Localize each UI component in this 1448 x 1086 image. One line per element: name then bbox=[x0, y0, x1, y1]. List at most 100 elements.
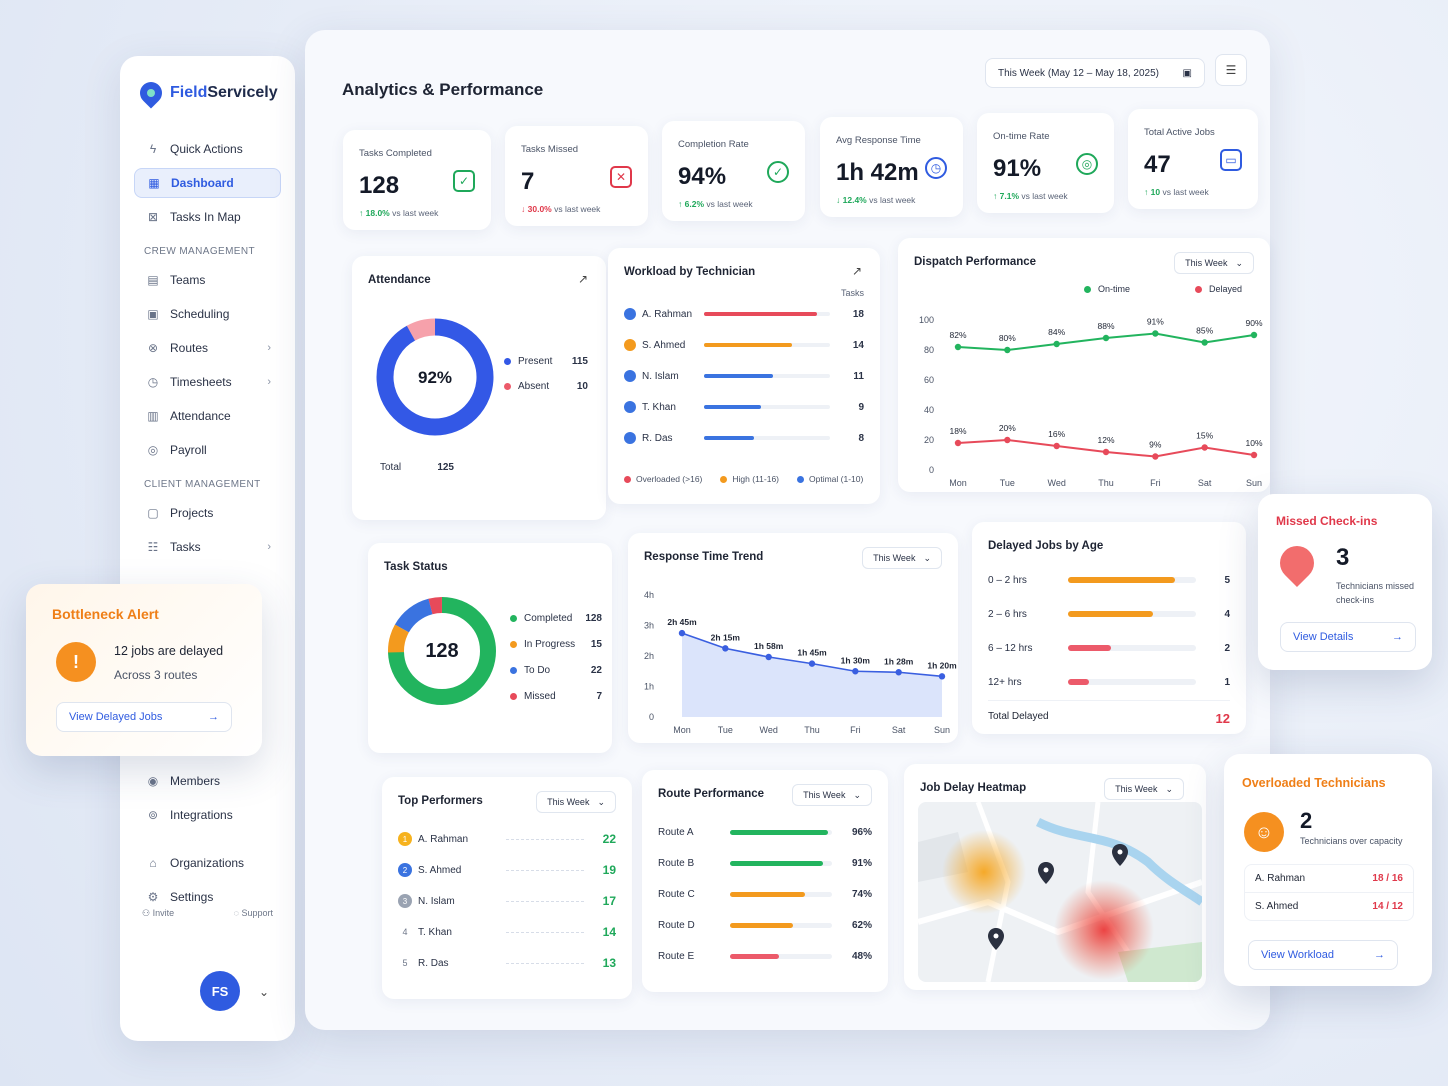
workload-row[interactable]: S. Ahmed 14 bbox=[624, 335, 864, 355]
route-bar bbox=[730, 953, 779, 959]
nav-tasks[interactable]: ☷ Tasks › bbox=[147, 540, 271, 554]
nav-routes[interactable]: ⊗ Routes › bbox=[147, 341, 271, 355]
calendar-icon: ▣ bbox=[147, 307, 159, 321]
data-label: 2h 45m bbox=[667, 617, 697, 627]
invite-link[interactable]: ⚇ Invite bbox=[142, 908, 175, 918]
view-details-button[interactable]: View Details → bbox=[1280, 622, 1416, 652]
route-row[interactable]: Route B 91% bbox=[658, 857, 872, 869]
data-point bbox=[1152, 453, 1159, 460]
y-tick-label: 2h bbox=[644, 651, 654, 661]
clock-icon: ◷ bbox=[147, 375, 159, 389]
routes-filter-dropdown[interactable]: This Week ⌄ bbox=[792, 784, 872, 806]
overloaded-row[interactable]: A. Rahman 18 / 16 bbox=[1245, 865, 1413, 893]
delayed-row[interactable]: 2 – 6 hrs 4 bbox=[988, 608, 1230, 620]
workload-value: 18 bbox=[852, 308, 864, 320]
filter-button[interactable]: ☰ bbox=[1215, 54, 1247, 86]
delayed-row[interactable]: 0 – 2 hrs 5 bbox=[988, 574, 1230, 586]
data-label: 1h 58m bbox=[754, 641, 784, 651]
delayed-value: 2 bbox=[1224, 642, 1230, 654]
kpi-tasks-completed[interactable]: Tasks Completed 128 ✓ ↑ 18.0% vs last we… bbox=[343, 130, 491, 230]
data-label: 88% bbox=[1097, 321, 1114, 331]
view-delayed-jobs-button[interactable]: View Delayed Jobs → bbox=[56, 702, 232, 732]
workload-row[interactable]: N. Islam 11 bbox=[624, 366, 864, 386]
x-tick-label: Sat bbox=[1198, 478, 1212, 488]
y-tick-label: 0 bbox=[929, 465, 934, 475]
target-icon: ◎ bbox=[1076, 153, 1098, 175]
nav-members[interactable]: ◉ Members bbox=[147, 774, 221, 788]
performer-row[interactable]: 5 R. Das 13 bbox=[398, 953, 616, 973]
data-point bbox=[808, 660, 816, 667]
kpi-total-active-jobs[interactable]: Total Active Jobs 47 ▭ ↑ 10 vs last week bbox=[1128, 109, 1258, 209]
nav-tasks-in-map[interactable]: ⊠ Tasks In Map bbox=[147, 210, 241, 224]
data-point bbox=[1004, 436, 1011, 444]
attendance-donut: 92% bbox=[376, 318, 494, 436]
workload-row[interactable]: T. Khan 9 bbox=[624, 397, 864, 417]
expand-icon[interactable]: ↗ bbox=[577, 272, 588, 286]
heatmap-map[interactable] bbox=[918, 802, 1202, 982]
kpi-on-time-rate[interactable]: On-time Rate 91% ◎ ↑ 7.1% vs last week bbox=[977, 113, 1114, 213]
date-range-picker[interactable]: This Week (May 12 – May 18, 2025) ▣ bbox=[985, 58, 1205, 88]
performers-filter-dropdown[interactable]: This Week ⌄ bbox=[536, 791, 616, 813]
delayed-bar bbox=[1068, 645, 1111, 651]
nav-timesheets[interactable]: ◷ Timesheets › bbox=[147, 375, 271, 389]
response-area bbox=[682, 633, 942, 717]
kpi-tasks-missed[interactable]: Tasks Missed 7 ✕ ↓ 30.0% vs last week bbox=[505, 126, 648, 226]
logo-pin-icon bbox=[135, 77, 167, 109]
kpi-completion-rate[interactable]: Completion Rate 94% ✓ ↑ 6.2% vs last wee… bbox=[662, 121, 805, 221]
route-row[interactable]: Route C 74% bbox=[658, 888, 872, 900]
task-status-legend-item: Missed 7 bbox=[510, 691, 602, 702]
badge-icon bbox=[624, 308, 636, 320]
data-label: 82% bbox=[949, 330, 966, 340]
task-status-donut: 128 bbox=[388, 597, 496, 705]
nav-scheduling[interactable]: ▣ Scheduling bbox=[147, 307, 230, 321]
map-icon: ⊠ bbox=[147, 210, 159, 224]
performer-row[interactable]: 1 A. Rahman 22 bbox=[398, 829, 616, 849]
sliders-icon: ☰ bbox=[1225, 63, 1237, 77]
dispatch-filter-dropdown[interactable]: This Week ⌄ bbox=[1174, 252, 1254, 274]
response-filter-dropdown[interactable]: This Week ⌄ bbox=[862, 547, 942, 569]
data-point bbox=[1053, 442, 1060, 450]
heatmap-filter-dropdown[interactable]: This Week ⌄ bbox=[1104, 778, 1184, 800]
data-point bbox=[1201, 444, 1208, 451]
chevron-down-icon[interactable]: ⌄ bbox=[258, 985, 269, 999]
chevron-right-icon: › bbox=[267, 342, 271, 354]
performer-row[interactable]: 4 T. Khan 14 bbox=[398, 922, 616, 942]
x-tick-label: Tue bbox=[718, 725, 733, 735]
route-performance-card: Route Performance This Week ⌄ Route A 96% R… bbox=[642, 770, 888, 992]
workload-row[interactable]: R. Das 8 bbox=[624, 428, 864, 448]
nav-settings[interactable]: ⚙ Settings bbox=[147, 890, 214, 904]
nav-organizations[interactable]: ⌂ Organizations bbox=[134, 848, 281, 878]
data-label: 1h 28m bbox=[884, 656, 914, 666]
overloaded-row[interactable]: S. Ahmed 14 / 12 bbox=[1255, 901, 1403, 912]
delayed-row[interactable]: 6 – 12 hrs 2 bbox=[988, 642, 1230, 654]
route-row[interactable]: Route E 48% bbox=[658, 950, 872, 962]
data-label: 90% bbox=[1245, 318, 1262, 328]
x-tick-label: Thu bbox=[1098, 478, 1114, 488]
nav-attendance[interactable]: ▥ Attendance bbox=[147, 409, 231, 423]
route-row[interactable]: Route A 96% bbox=[658, 826, 872, 838]
data-point bbox=[1152, 330, 1159, 337]
delayed-bar bbox=[1068, 611, 1154, 617]
performer-row[interactable]: 2 S. Ahmed 19 bbox=[398, 860, 616, 880]
data-point bbox=[1250, 331, 1258, 339]
delayed-row[interactable]: 12+ hrs 1 bbox=[988, 676, 1230, 688]
avatar[interactable]: FS bbox=[200, 971, 240, 1011]
nav-teams[interactable]: ▤ Teams bbox=[147, 273, 206, 287]
nav-quick-actions[interactable]: ϟ Quick Actions bbox=[134, 134, 281, 164]
y-tick-label: 3h bbox=[644, 621, 654, 631]
nav-payroll[interactable]: ◎ Payroll bbox=[147, 443, 207, 457]
nav-dashboard[interactable]: ▦ Dashboard bbox=[134, 168, 281, 198]
nav-projects[interactable]: ▢ Projects bbox=[147, 506, 214, 520]
y-tick-label: 0 bbox=[649, 712, 654, 722]
route-row[interactable]: Route D 62% bbox=[658, 919, 872, 931]
view-workload-button[interactable]: View Workload → bbox=[1248, 940, 1398, 970]
kpi-avg-response-time[interactable]: Avg Response Time 1h 42m ◷ ↓ 12.4% vs la… bbox=[820, 117, 963, 217]
nav-integrations[interactable]: ⊚ Integrations bbox=[147, 808, 233, 822]
performer-row[interactable]: 3 N. Islam 17 bbox=[398, 891, 616, 911]
workload-row[interactable]: A. Rahman 18 bbox=[624, 304, 864, 324]
expand-icon[interactable]: ↗ bbox=[851, 264, 862, 278]
support-link[interactable]: ◌ Support bbox=[233, 908, 273, 918]
logo[interactable]: FieldServicely bbox=[135, 77, 281, 109]
x-tick-label: Mon bbox=[949, 478, 967, 488]
tasks-icon: ☷ bbox=[147, 540, 159, 554]
